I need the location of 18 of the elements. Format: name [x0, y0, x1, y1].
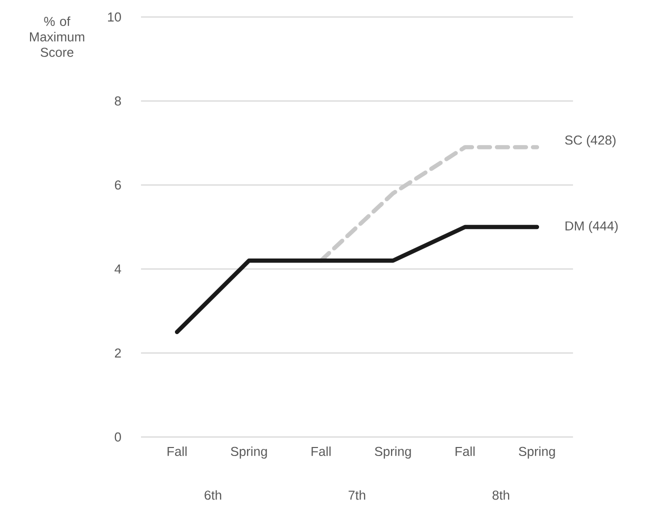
text: 6th: [204, 490, 222, 500]
y-tick-label: 10: [108, 12, 121, 22]
y-tick-label: 2: [114, 348, 121, 358]
x-tick-label: Spring: [518, 446, 555, 459]
text: 7th: [348, 490, 366, 500]
y-tick-label: 8: [114, 96, 121, 106]
text: DM (444): [566, 220, 618, 234]
x-tick-label: Fall: [168, 446, 187, 456]
x-tick-label: Spring: [230, 446, 267, 459]
y-tick-label: 0: [114, 432, 121, 442]
text: SC (428): [565, 135, 616, 148]
text: 8th: [492, 490, 510, 500]
x-tick-label: Fall: [312, 446, 331, 456]
y-tick-label: 6: [114, 180, 121, 190]
y-axis-title: % of Maximum Score: [30, 16, 84, 57]
y-tick-label: 4: [114, 264, 122, 274]
x-tick-label: Fall: [456, 446, 475, 456]
x-tick-label: Spring: [374, 446, 411, 459]
